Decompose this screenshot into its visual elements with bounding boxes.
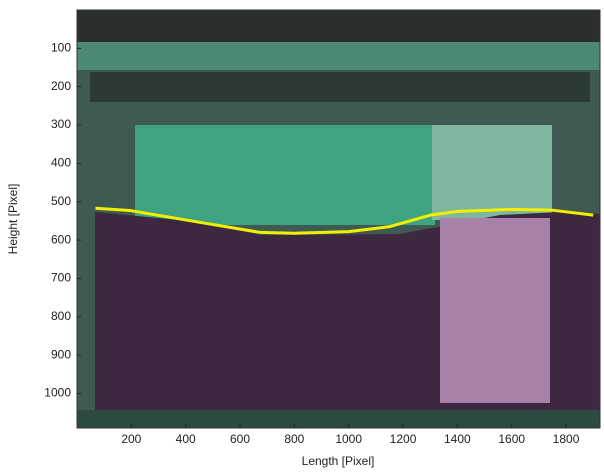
x-tick-label: 1400: [444, 432, 471, 446]
y-tick-label: 400: [51, 156, 71, 170]
y-tick-label: 800: [51, 309, 71, 323]
x-tick-label: 1800: [553, 432, 580, 446]
line: [95, 206, 594, 235]
x-tick-label: 1600: [498, 432, 525, 446]
y-tick-label: 200: [51, 79, 71, 93]
x-tick-label: 400: [176, 432, 196, 446]
x-tick-label: 800: [284, 432, 304, 446]
x-axis-label: Length [Pixel]: [302, 454, 375, 468]
x-tick-label: 1200: [390, 432, 417, 446]
y-tick-label: 1000: [44, 386, 71, 400]
x-tick-label: 600: [230, 432, 250, 446]
y-tick-label: 700: [51, 271, 71, 285]
y-tick-label: 600: [51, 232, 71, 246]
x-tick-label: 1000: [335, 432, 362, 446]
x-tick-label: 200: [121, 432, 141, 446]
photo: [76, 9, 601, 429]
y-tick-label: 500: [51, 194, 71, 208]
y-axis-label: Height [Pixel]: [6, 184, 20, 255]
y-tick-label: 100: [51, 41, 71, 55]
y-tick-label: 300: [51, 117, 71, 131]
y-tick-label: 900: [51, 347, 71, 361]
